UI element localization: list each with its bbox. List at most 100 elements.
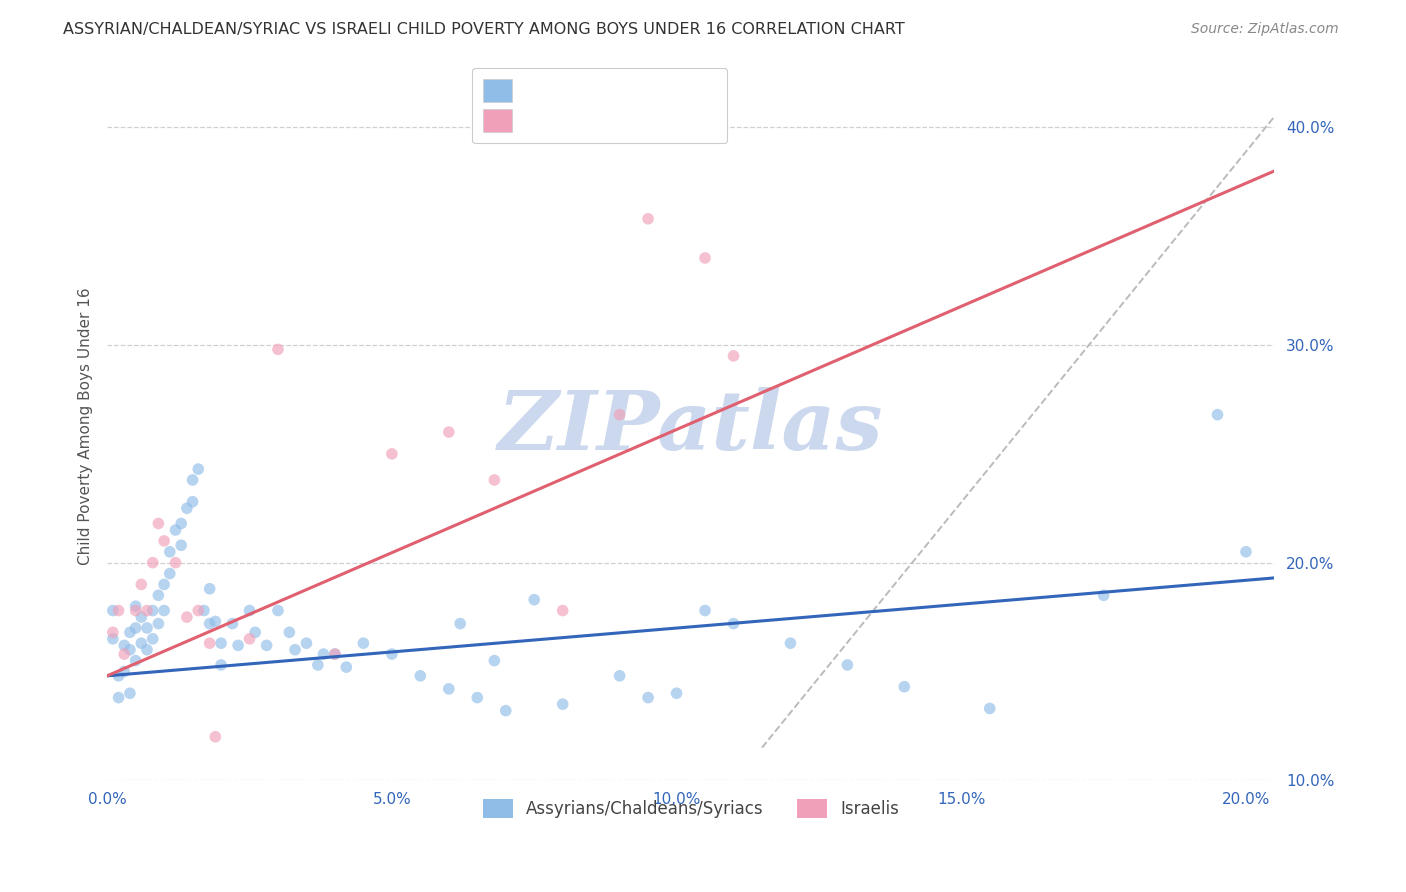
Point bbox=[124, 654, 146, 668]
Point bbox=[142, 556, 165, 570]
Point bbox=[484, 473, 506, 487]
Point bbox=[118, 642, 141, 657]
Point bbox=[118, 625, 141, 640]
Point bbox=[118, 686, 141, 700]
Point bbox=[267, 343, 290, 357]
Point bbox=[409, 669, 432, 683]
Point bbox=[142, 632, 165, 646]
Point bbox=[693, 251, 716, 265]
Point bbox=[198, 636, 221, 650]
Point bbox=[153, 577, 176, 591]
Point bbox=[159, 566, 181, 581]
Point bbox=[112, 665, 135, 679]
Point bbox=[204, 615, 226, 629]
Point bbox=[238, 632, 260, 646]
Point bbox=[449, 616, 471, 631]
Point bbox=[142, 603, 165, 617]
Point bbox=[1206, 408, 1229, 422]
Point bbox=[335, 660, 357, 674]
Point bbox=[112, 647, 135, 661]
Point bbox=[979, 701, 1001, 715]
Point bbox=[181, 494, 204, 508]
Point bbox=[165, 523, 187, 537]
Point bbox=[198, 616, 221, 631]
Point bbox=[693, 603, 716, 617]
Point bbox=[187, 603, 209, 617]
Point bbox=[131, 577, 153, 591]
Point bbox=[124, 599, 146, 614]
Point bbox=[323, 647, 346, 661]
Point bbox=[131, 610, 153, 624]
Point bbox=[278, 625, 301, 640]
Point bbox=[665, 686, 688, 700]
Point bbox=[193, 603, 215, 617]
Point bbox=[837, 657, 859, 672]
Point bbox=[381, 447, 404, 461]
Point bbox=[609, 669, 631, 683]
Text: ASSYRIAN/CHALDEAN/SYRIAC VS ISRAELI CHILD POVERTY AMONG BOYS UNDER 16 CORRELATIO: ASSYRIAN/CHALDEAN/SYRIAC VS ISRAELI CHIL… bbox=[63, 22, 905, 37]
Point bbox=[637, 690, 659, 705]
Point bbox=[551, 697, 574, 711]
Point bbox=[112, 639, 135, 653]
Point bbox=[352, 636, 374, 650]
Point bbox=[779, 636, 801, 650]
Text: 0.450: 0.450 bbox=[512, 108, 569, 126]
Point bbox=[221, 616, 243, 631]
Point bbox=[723, 616, 745, 631]
Point bbox=[176, 501, 198, 516]
Text: R =: R = bbox=[484, 108, 522, 126]
Text: Source: ZipAtlas.com: Source: ZipAtlas.com bbox=[1191, 22, 1339, 37]
Point bbox=[159, 545, 181, 559]
Point bbox=[124, 621, 146, 635]
Point bbox=[131, 636, 153, 650]
Text: 25: 25 bbox=[586, 108, 610, 126]
Point bbox=[1234, 545, 1257, 559]
Point bbox=[381, 647, 404, 661]
Point bbox=[723, 349, 745, 363]
Point bbox=[284, 642, 307, 657]
Point bbox=[148, 516, 170, 531]
Point bbox=[209, 657, 232, 672]
Point bbox=[238, 603, 260, 617]
Point bbox=[153, 533, 176, 548]
Text: R =: R = bbox=[484, 82, 522, 100]
Point bbox=[256, 639, 278, 653]
Point bbox=[181, 473, 204, 487]
Point bbox=[101, 632, 124, 646]
Point bbox=[245, 625, 267, 640]
Point bbox=[465, 690, 488, 705]
Point bbox=[1092, 588, 1115, 602]
Point bbox=[609, 408, 631, 422]
Point bbox=[107, 690, 129, 705]
Point bbox=[637, 211, 659, 226]
Point bbox=[187, 462, 209, 476]
Point bbox=[437, 425, 460, 439]
Legend: Assyrians/Chaldeans/Syriacs, Israelis: Assyrians/Chaldeans/Syriacs, Israelis bbox=[475, 792, 905, 825]
Point bbox=[295, 636, 318, 650]
Point bbox=[312, 647, 335, 661]
Text: N =: N = bbox=[554, 82, 606, 100]
Point bbox=[170, 516, 193, 531]
Point bbox=[165, 556, 187, 570]
Text: ZIPatlas: ZIPatlas bbox=[498, 386, 883, 467]
Point bbox=[101, 625, 124, 640]
Point bbox=[101, 603, 124, 617]
Point bbox=[124, 603, 146, 617]
Text: 71: 71 bbox=[586, 82, 610, 100]
Point bbox=[226, 639, 249, 653]
Point bbox=[893, 680, 915, 694]
Point bbox=[136, 603, 159, 617]
Point bbox=[323, 647, 346, 661]
Point bbox=[209, 636, 232, 650]
Point bbox=[170, 538, 193, 552]
Point bbox=[307, 657, 329, 672]
Point bbox=[523, 592, 546, 607]
Point bbox=[198, 582, 221, 596]
Point bbox=[176, 610, 198, 624]
Point bbox=[136, 642, 159, 657]
Point bbox=[107, 603, 129, 617]
Point bbox=[437, 681, 460, 696]
Point bbox=[153, 603, 176, 617]
Text: N =: N = bbox=[554, 108, 606, 126]
Point bbox=[148, 588, 170, 602]
